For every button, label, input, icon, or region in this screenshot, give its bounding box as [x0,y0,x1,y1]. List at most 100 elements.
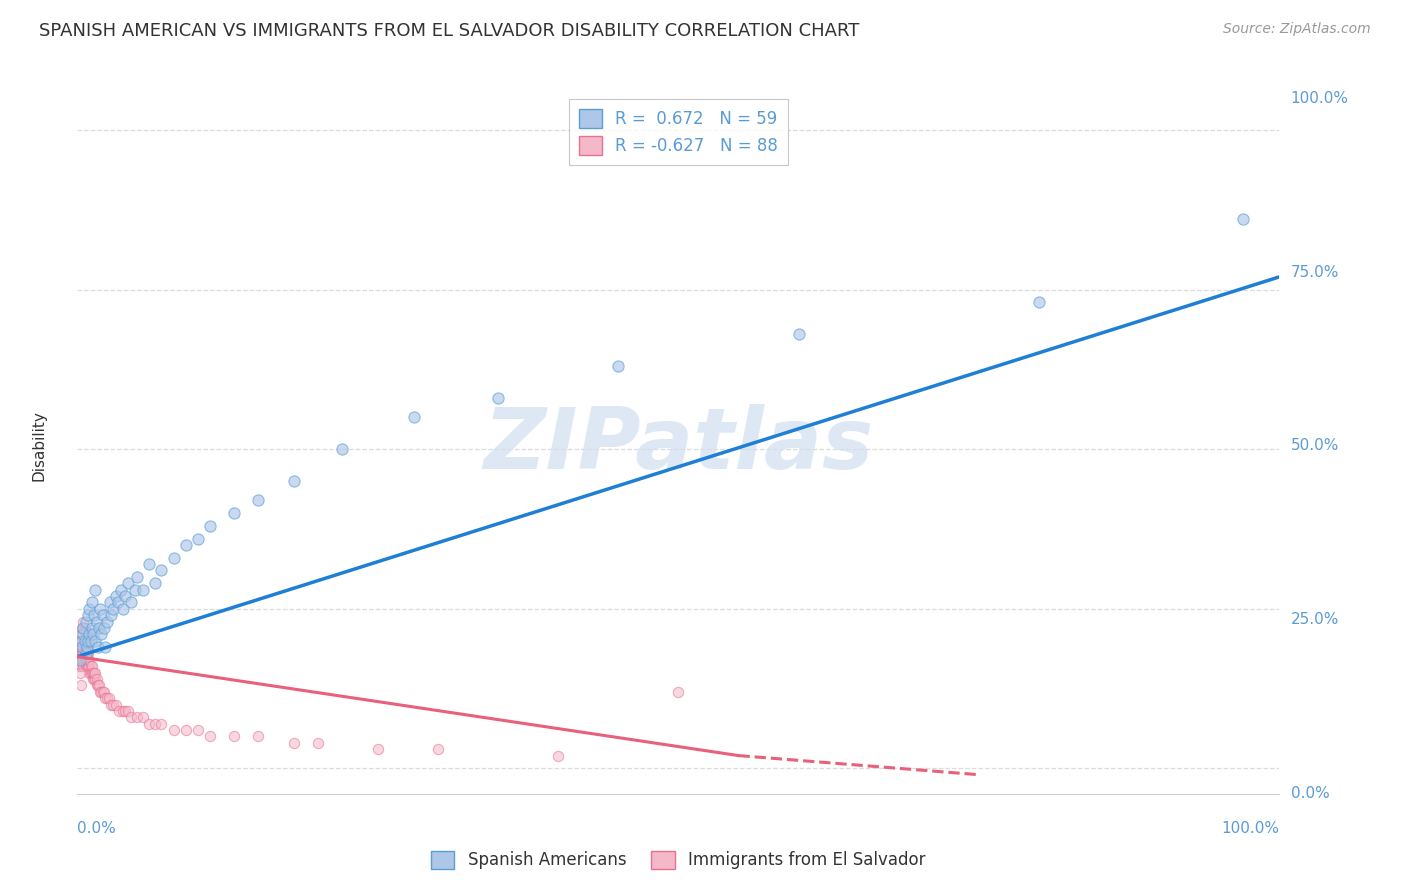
Point [69,653,91,667]
Point [402,410,425,425]
Point [79,659,101,673]
Point [79,665,101,680]
Point [120,595,142,609]
Point [108,704,131,718]
Point [79,627,101,641]
Point [90,685,112,699]
Point [73,640,96,654]
Point [96,615,118,629]
Point [93,621,115,635]
Point [198,518,221,533]
Point [72,615,94,629]
Point [427,742,450,756]
Point [72,621,94,635]
Point [70,647,93,661]
Point [97,691,120,706]
Point [70,653,93,667]
Point [72,653,94,667]
Point [70,633,93,648]
Point [104,589,127,603]
Point [162,723,184,737]
Point [114,704,136,718]
Point [73,647,96,661]
Point [103,601,125,615]
Point [1028,295,1050,310]
Point [77,647,100,661]
Point [79,665,101,680]
Point [100,698,122,712]
Point [76,659,98,673]
Point [222,730,245,744]
Point [127,570,149,584]
Text: ZIPatlas: ZIPatlas [484,404,873,488]
Point [111,601,134,615]
Point [91,685,114,699]
Point [150,564,173,578]
Point [82,627,104,641]
Point [70,647,93,661]
Point [93,685,115,699]
Point [787,327,810,342]
Point [70,627,93,641]
Text: Disability: Disability [31,410,46,482]
Text: 75.0%: 75.0% [1291,265,1339,279]
Point [79,633,101,648]
Point [1232,212,1254,227]
Point [70,640,93,654]
Point [80,621,103,635]
Point [75,659,97,673]
Point [89,685,111,699]
Point [110,582,132,597]
Point [222,506,245,520]
Point [69,647,91,661]
Point [145,716,167,731]
Point [70,633,93,648]
Point [198,730,221,744]
Point [86,672,108,686]
Point [79,659,101,673]
Point [70,640,93,654]
Point [73,653,96,667]
Point [86,615,108,629]
Point [307,736,329,750]
Point [70,659,93,673]
Point [94,640,117,654]
Point [114,589,136,603]
Point [87,621,110,635]
Point [94,691,117,706]
Legend: Spanish Americans, Immigrants from El Salvador: Spanish Americans, Immigrants from El Sa… [425,844,932,876]
Point [127,710,149,724]
Point [117,704,139,718]
Point [79,601,101,615]
Point [76,633,98,648]
Point [72,647,94,661]
Point [83,665,105,680]
Point [76,647,98,661]
Point [73,621,96,635]
Point [84,582,107,597]
Point [82,672,104,686]
Point [668,685,690,699]
Text: 50.0%: 50.0% [1291,439,1339,453]
Text: 25.0%: 25.0% [1291,613,1339,627]
Point [162,550,184,565]
Point [69,633,91,648]
Point [90,627,112,641]
Point [103,698,125,712]
Point [100,608,122,623]
Text: 0.0%: 0.0% [1291,787,1330,801]
Point [283,474,305,488]
Point [77,608,100,623]
Point [186,723,209,737]
Point [70,640,93,654]
Text: 0.0%: 0.0% [77,821,117,836]
Point [330,442,353,457]
Point [83,672,105,686]
Point [607,359,630,374]
Point [124,582,146,597]
Point [80,659,103,673]
Point [486,391,509,405]
Point [132,710,155,724]
Point [70,621,93,635]
Point [70,633,93,648]
